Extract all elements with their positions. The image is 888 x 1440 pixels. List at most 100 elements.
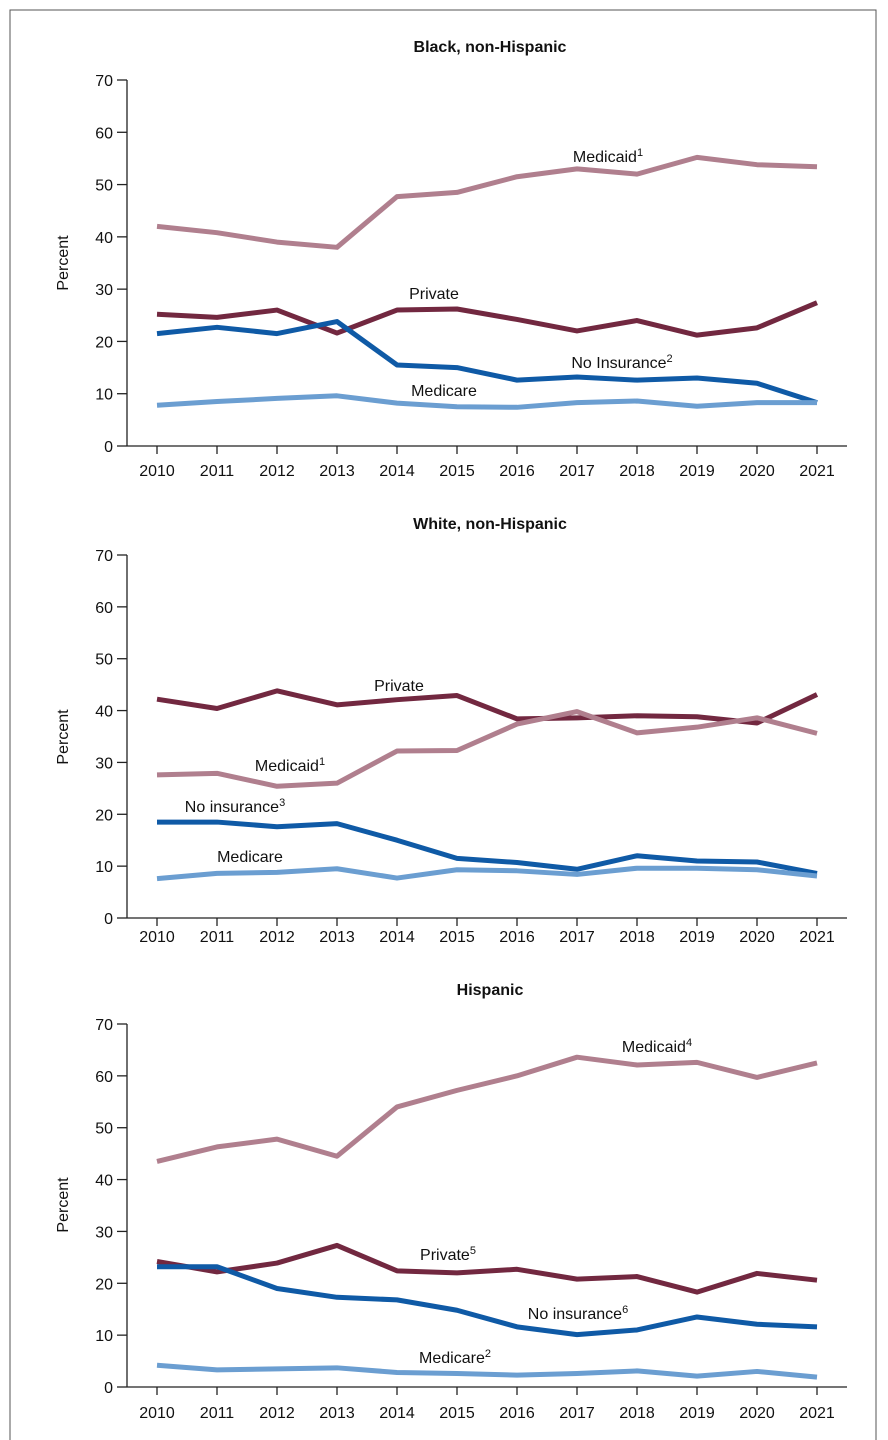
x-tick-label: 2021 bbox=[799, 463, 835, 480]
y-tick-label: 20 bbox=[95, 807, 113, 824]
series-label: Medicaid1 bbox=[255, 756, 325, 775]
series-name: Medicare bbox=[419, 1350, 485, 1367]
series-line bbox=[156, 1054, 818, 1164]
series-line bbox=[156, 1242, 818, 1295]
x-tick-label: 2016 bbox=[499, 463, 535, 480]
footnote: 2 bbox=[485, 1348, 491, 1360]
footnote: 4 bbox=[686, 1037, 692, 1049]
x-tick-label: 2016 bbox=[499, 1405, 535, 1422]
frame bbox=[9, 9, 877, 1440]
x-tick-label: 2017 bbox=[559, 1405, 595, 1422]
x-tick-label: 2013 bbox=[319, 929, 355, 946]
y-axis-label: Percent bbox=[55, 709, 72, 765]
series-label: Private bbox=[409, 286, 459, 303]
y-tick-label: 70 bbox=[95, 1017, 113, 1034]
chart-title: Black, non-Hispanic bbox=[414, 39, 567, 56]
series-label: No insurance3 bbox=[185, 797, 285, 816]
y-tick-label: 60 bbox=[95, 600, 113, 617]
y-tick-label: 60 bbox=[95, 1069, 113, 1086]
series-line bbox=[156, 154, 818, 250]
x-tick-label: 2019 bbox=[679, 929, 715, 946]
x-tick-label: 2018 bbox=[619, 1405, 655, 1422]
series-label: Medicare bbox=[217, 849, 283, 866]
x-tick-label: 2015 bbox=[439, 463, 475, 480]
series-name: No insurance bbox=[528, 1306, 622, 1323]
y-tick-label: 30 bbox=[95, 1224, 113, 1241]
x-tick-label: 2012 bbox=[259, 463, 295, 480]
series-label: Private5 bbox=[420, 1245, 476, 1264]
chart-title: White, non-Hispanic bbox=[413, 516, 567, 533]
y-axis-label: Percent bbox=[55, 235, 72, 291]
x-tick-label: 2014 bbox=[379, 1405, 415, 1422]
series-label: No Insurance2 bbox=[571, 353, 672, 372]
series-line bbox=[156, 865, 818, 882]
y-tick-label: 70 bbox=[95, 548, 113, 565]
y-tick-label: 0 bbox=[104, 439, 113, 456]
x-tick-label: 2020 bbox=[739, 929, 775, 946]
x-tick-label: 2012 bbox=[259, 929, 295, 946]
y-tick-label: 30 bbox=[95, 755, 113, 772]
x-tick-label: 2017 bbox=[559, 463, 595, 480]
series-line bbox=[156, 688, 819, 726]
series-label: Medicare bbox=[411, 383, 477, 400]
footnote: 6 bbox=[622, 1304, 628, 1316]
series-label: Medicare2 bbox=[419, 1348, 491, 1367]
x-tick-label: 2010 bbox=[139, 1405, 175, 1422]
x-tick-label: 2012 bbox=[259, 1405, 295, 1422]
y-tick-label: 50 bbox=[95, 178, 113, 195]
series-label: No insurance6 bbox=[528, 1304, 628, 1323]
footnote: 5 bbox=[470, 1245, 476, 1257]
x-tick-label: 2010 bbox=[139, 929, 175, 946]
x-tick-label: 2015 bbox=[439, 929, 475, 946]
x-tick-label: 2018 bbox=[619, 929, 655, 946]
y-axis-label: Percent bbox=[55, 1177, 72, 1233]
series-name: Medicaid bbox=[622, 1039, 686, 1056]
x-tick-label: 2020 bbox=[739, 1405, 775, 1422]
footnote: 1 bbox=[319, 756, 325, 768]
y-tick-label: 20 bbox=[95, 1276, 113, 1293]
x-tick-label: 2010 bbox=[139, 463, 175, 480]
x-tick-label: 2019 bbox=[679, 463, 715, 480]
footnote: 2 bbox=[667, 353, 673, 365]
x-tick-label: 2014 bbox=[379, 463, 415, 480]
x-tick-label: 2021 bbox=[799, 929, 835, 946]
x-tick-label: 2015 bbox=[439, 1405, 475, 1422]
series-line bbox=[156, 300, 818, 338]
series-name: Private bbox=[374, 678, 424, 695]
y-tick-label: 0 bbox=[104, 911, 113, 928]
series-line bbox=[156, 1362, 818, 1380]
y-tick-label: 40 bbox=[95, 1173, 113, 1190]
y-tick-label: 0 bbox=[104, 1380, 113, 1397]
footnote: 3 bbox=[279, 797, 285, 809]
y-tick-label: 50 bbox=[95, 1121, 113, 1138]
y-tick-label: 70 bbox=[95, 73, 113, 90]
series-name: No Insurance bbox=[571, 355, 666, 372]
x-tick-label: 2017 bbox=[559, 929, 595, 946]
x-tick-label: 2011 bbox=[200, 463, 235, 480]
series-name: Medicaid bbox=[255, 758, 319, 775]
series-line bbox=[156, 319, 818, 405]
y-tick-label: 30 bbox=[95, 282, 113, 299]
series-line bbox=[157, 819, 818, 876]
y-tick-label: 10 bbox=[95, 859, 113, 876]
x-tick-label: 2013 bbox=[319, 463, 355, 480]
series-label: Medicaid4 bbox=[622, 1037, 692, 1056]
x-tick-label: 2019 bbox=[679, 1405, 715, 1422]
x-tick-label: 2018 bbox=[619, 463, 655, 480]
y-tick-label: 10 bbox=[95, 1328, 113, 1345]
series-line bbox=[156, 393, 817, 410]
x-tick-label: 2011 bbox=[200, 1405, 235, 1422]
x-tick-label: 2013 bbox=[319, 1405, 355, 1422]
footnote: 1 bbox=[637, 147, 643, 159]
x-tick-label: 2014 bbox=[379, 929, 415, 946]
y-tick-label: 50 bbox=[95, 652, 113, 669]
chart-title: Hispanic bbox=[457, 982, 524, 999]
y-tick-label: 40 bbox=[95, 704, 113, 721]
x-tick-label: 2016 bbox=[499, 929, 535, 946]
series-label: Medicaid1 bbox=[573, 147, 643, 166]
series-label: Private bbox=[374, 678, 424, 695]
x-tick-label: 2021 bbox=[799, 1405, 835, 1422]
y-tick-label: 40 bbox=[95, 230, 113, 247]
series-line bbox=[156, 709, 818, 789]
